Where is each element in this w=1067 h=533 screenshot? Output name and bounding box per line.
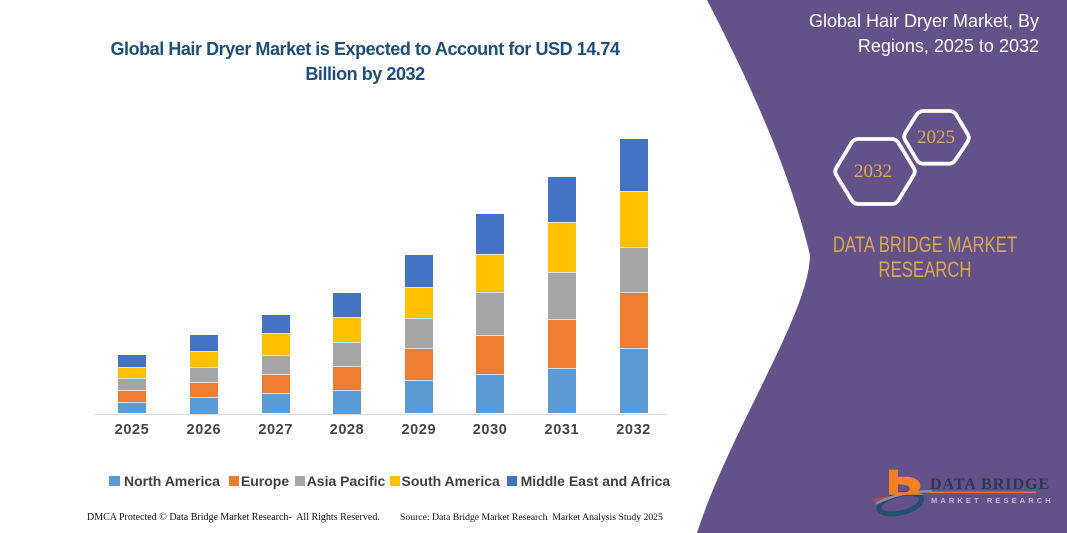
svg-text:DATA BRIDGE: DATA BRIDGE xyxy=(930,476,1050,493)
svg-text:MARKET RESEARCH: MARKET RESEARCH xyxy=(931,496,1054,505)
